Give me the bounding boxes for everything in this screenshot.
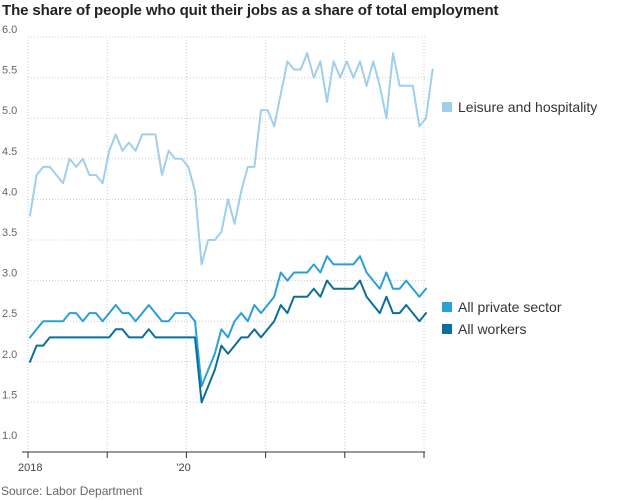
legend-label: All private sector: [458, 299, 562, 315]
y-tick-label: 2.0: [2, 349, 17, 361]
y-tick-label: 3.0: [2, 268, 17, 280]
series-line-all-private-sector: [29, 255, 427, 388]
legend-label: All workers: [458, 321, 526, 337]
y-tick-label: 5.5: [2, 65, 17, 77]
legend-layer: Leisure and hospitality All private secto…: [442, 99, 597, 337]
legend-swatch: [442, 102, 452, 112]
legend-label: Leisure and hospitality: [458, 99, 597, 115]
y-tick-label: 1.5: [2, 389, 17, 401]
series-line-all-workers: [29, 279, 427, 404]
y-tick-label: 1.0: [2, 430, 17, 442]
legend-swatch: [442, 302, 452, 312]
y-tick-label: 4.5: [2, 146, 17, 158]
source-note: Source: Labor Department: [1, 484, 143, 498]
x-tick-label: 2018: [18, 462, 42, 474]
chart-title: The share of people who quit their jobs …: [2, 2, 499, 19]
y-tick-label: 5.0: [2, 105, 17, 117]
y-tick-label: 3.5: [2, 227, 17, 239]
y-tick-label: 6.0: [2, 24, 17, 36]
x-tick-label: '20: [176, 462, 190, 474]
y-tick-label: 2.5: [2, 308, 17, 320]
series-layer: [29, 52, 434, 404]
legend-swatch: [442, 324, 452, 334]
y-tick-label: 4.0: [2, 186, 17, 198]
axis-layer: 1.01.52.02.53.03.54.04.55.05.56.06.5%201…: [2, 24, 425, 474]
series-line-leisure-and-hospitality: [29, 52, 434, 266]
grid-layer: [27, 36, 425, 452]
